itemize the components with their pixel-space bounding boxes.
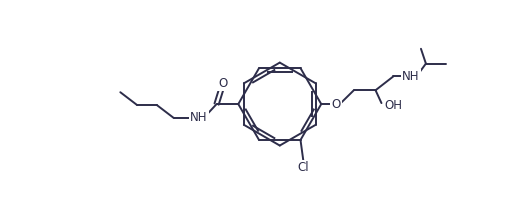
Text: O: O: [218, 77, 227, 90]
Text: Cl: Cl: [298, 161, 309, 174]
Text: NH: NH: [190, 111, 208, 124]
Text: O: O: [331, 98, 341, 111]
Text: NH: NH: [402, 70, 420, 83]
Text: OH: OH: [385, 99, 402, 111]
